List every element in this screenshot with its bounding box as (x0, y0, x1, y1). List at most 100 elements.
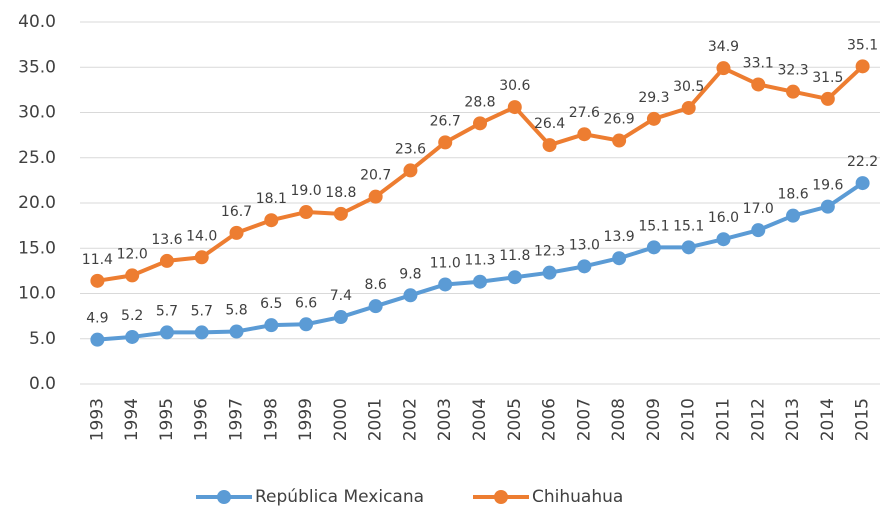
data-point (646, 240, 661, 255)
data-label: 18.6 (777, 187, 808, 203)
data-point (612, 133, 627, 148)
x-tick-label: 1997 (227, 398, 247, 441)
x-tick-label: 2013 (783, 398, 803, 441)
data-point (507, 270, 522, 285)
x-tick-label: 2002 (400, 398, 420, 441)
data-label: 16.7 (221, 204, 252, 220)
data-label: 12.3 (534, 244, 565, 260)
y-tick-label: 25.0 (18, 148, 56, 168)
data-point (473, 116, 487, 131)
data-label: 5.7 (191, 303, 213, 319)
data-label: 5.8 (225, 303, 247, 319)
data-label: 32.3 (777, 63, 808, 79)
data-label: 13.9 (604, 229, 635, 245)
data-label: 30.6 (499, 78, 530, 94)
data-label: 7.4 (330, 288, 352, 304)
data-point (681, 100, 696, 115)
x-tick-label: 2012 (748, 398, 768, 441)
y-tick-label: 30.0 (18, 103, 56, 123)
data-label: 35.1 (847, 37, 878, 53)
data-label: 11.0 (430, 255, 461, 271)
x-tick-label: 2011 (713, 398, 733, 441)
data-label: 6.6 (295, 295, 317, 311)
x-tick-label: 2007 (574, 398, 594, 441)
data-point (507, 100, 522, 115)
x-tick-label: 1995 (157, 398, 177, 441)
y-tick-label: 20.0 (18, 193, 56, 213)
data-point (473, 274, 487, 289)
data-label: 5.7 (156, 303, 178, 319)
data-label: 11.3 (464, 253, 495, 269)
data-label: 8.6 (365, 277, 387, 293)
data-label: 13.6 (151, 232, 182, 248)
data-label: 20.7 (360, 168, 391, 184)
data-label: 11.4 (82, 252, 113, 268)
data-label: 26.7 (430, 113, 461, 129)
data-point (751, 223, 766, 238)
data-label: 22.2 (847, 154, 878, 170)
legend-label: Chihuahua (532, 487, 623, 507)
data-point (751, 77, 766, 92)
data-label: 17.0 (743, 201, 774, 217)
data-point (577, 259, 592, 274)
x-tick-label: 1993 (87, 398, 107, 441)
x-tick-label: 2005 (505, 398, 525, 441)
legend-marker (494, 490, 508, 504)
data-label: 23.6 (395, 141, 426, 157)
data-point (403, 288, 418, 303)
data-point (125, 268, 140, 283)
data-label: 27.6 (569, 105, 600, 121)
data-label: 26.9 (604, 112, 635, 128)
data-label: 5.2 (121, 308, 143, 324)
data-point (368, 189, 383, 204)
y-tick-label: 5.0 (29, 329, 56, 349)
x-tick-label: 2009 (644, 398, 664, 441)
data-label: 14.0 (186, 228, 217, 244)
data-point (264, 213, 279, 228)
data-point (125, 329, 140, 344)
data-label: 15.1 (638, 218, 669, 234)
data-label: 19.0 (291, 183, 322, 199)
data-point (542, 265, 557, 280)
x-tick-label: 2015 (853, 398, 873, 441)
x-tick-label: 1994 (122, 398, 142, 441)
legend-marker (217, 490, 231, 504)
data-point (194, 250, 209, 265)
data-point (438, 277, 453, 292)
data-point (90, 273, 105, 288)
data-label: 9.8 (399, 266, 421, 282)
data-label: 29.3 (638, 90, 669, 106)
legend-label: República Mexicana (255, 487, 424, 507)
y-tick-label: 0.0 (29, 374, 56, 394)
data-label: 11.8 (499, 248, 530, 264)
x-tick-label: 2003 (435, 398, 455, 441)
x-tick-label: 2001 (366, 398, 386, 441)
data-point (229, 225, 244, 240)
data-label: 34.9 (708, 39, 739, 55)
data-point (159, 325, 174, 340)
x-tick-label: 2004 (470, 398, 490, 441)
x-tick-label: 2010 (679, 398, 699, 441)
data-point (820, 199, 835, 214)
data-point (855, 59, 870, 74)
data-point (159, 253, 174, 268)
data-label: 30.5 (673, 79, 704, 95)
data-point (438, 135, 453, 150)
x-tick-label: 2014 (818, 398, 838, 441)
data-label: 28.8 (464, 94, 495, 110)
data-point (403, 163, 418, 178)
data-label: 6.5 (260, 296, 282, 312)
data-label: 15.1 (673, 218, 704, 234)
y-tick-label: 10.0 (18, 284, 56, 304)
data-label: 16.0 (708, 210, 739, 226)
x-tick-label: 1996 (192, 398, 212, 441)
data-point (786, 84, 801, 99)
data-point (194, 325, 209, 340)
data-point (299, 205, 314, 220)
data-point (229, 324, 244, 339)
x-tick-label: 2008 (609, 398, 629, 441)
y-tick-label: 35.0 (18, 57, 56, 77)
data-label: 33.1 (743, 55, 774, 71)
y-tick-label: 40.0 (18, 12, 56, 32)
data-point (716, 232, 731, 247)
